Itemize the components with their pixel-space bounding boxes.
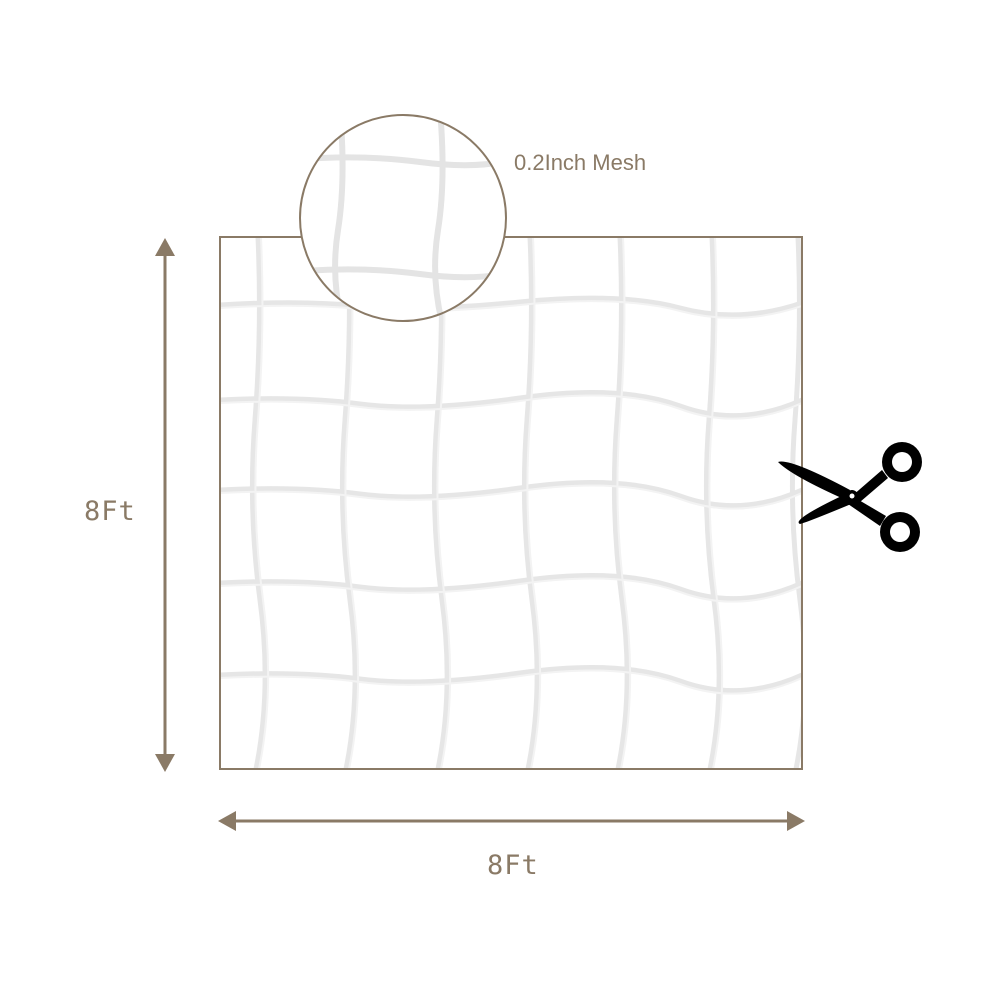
width-arrow-head-right bbox=[787, 811, 805, 831]
magnifier-background bbox=[300, 115, 506, 321]
height-arrow bbox=[155, 238, 175, 772]
scissors-handle-upper-hole bbox=[892, 452, 912, 472]
scissors-blade-lower bbox=[798, 492, 856, 524]
scissors-icon bbox=[778, 442, 922, 552]
width-arrow-head-left bbox=[218, 811, 236, 831]
net-panel-outline bbox=[219, 236, 803, 770]
net-mesh-highlight bbox=[220, 237, 802, 769]
scissors-shank-upper bbox=[852, 470, 888, 502]
height-arrow-head-top bbox=[155, 238, 175, 256]
net-panel bbox=[219, 236, 803, 770]
net-mesh bbox=[220, 237, 802, 769]
magnifier-outline bbox=[299, 114, 507, 322]
height-label: 8Ft bbox=[84, 496, 136, 527]
scissors-blade-upper bbox=[778, 461, 850, 500]
scissors-pivot-dot bbox=[849, 493, 855, 499]
height-arrow-head-bottom bbox=[155, 754, 175, 772]
scissors-handle-lower-hole bbox=[890, 522, 910, 542]
scissors-shank-lower bbox=[848, 496, 886, 526]
width-arrow bbox=[218, 811, 805, 831]
mesh-size-label: 0.2Inch Mesh bbox=[514, 150, 647, 175]
width-label: 8Ft bbox=[487, 850, 539, 881]
